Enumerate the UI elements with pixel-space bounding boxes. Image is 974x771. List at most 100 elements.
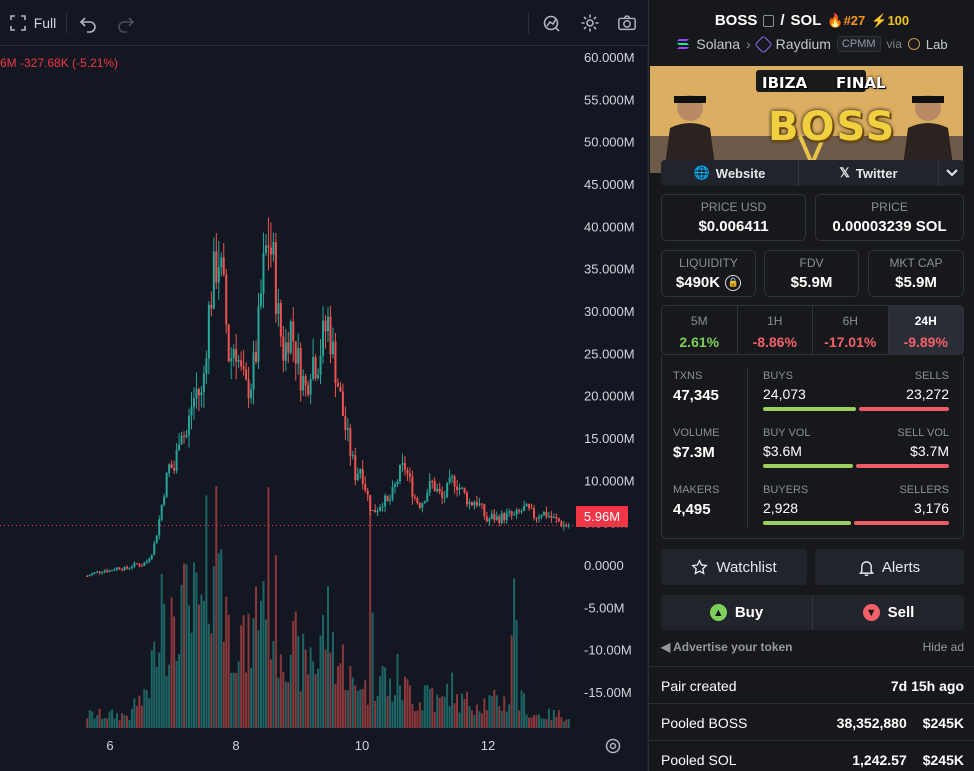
alerts-button[interactable]: Alerts (815, 549, 964, 585)
volume-bar (473, 714, 476, 728)
volume-bar (297, 636, 300, 728)
candle-body (319, 355, 322, 375)
pair-info-panel: BOSS / SOL 🔥#27 ⚡100 Solana › Raydium CP… (648, 0, 974, 771)
candle-body (227, 324, 230, 362)
candle-body (565, 525, 568, 527)
boost-badge[interactable]: ⚡100 (871, 12, 910, 28)
watchlist-button[interactable]: Watchlist (661, 549, 807, 585)
candle-body (339, 386, 342, 392)
candle-body (336, 382, 339, 387)
volume-bar (406, 679, 409, 728)
candle-body (374, 510, 377, 513)
advertise-link[interactable]: ◀ Advertise your token (661, 640, 793, 654)
chart-panel[interactable]: 60.000M 55.000M 50.000M 45.000M 40.000M 35.00… (0, 0, 648, 771)
sell-button[interactable]: ▼ Sell (813, 595, 964, 630)
candle-body (384, 495, 387, 507)
candle-body (451, 476, 454, 478)
volume-bar (567, 719, 570, 728)
candle-body (96, 571, 99, 573)
screenshot-button[interactable] (614, 11, 640, 35)
candle-body (101, 572, 104, 574)
candle-body (140, 565, 143, 567)
dex-name[interactable]: Raydium (775, 36, 831, 52)
lock-icon[interactable]: 🔒 (725, 274, 742, 291)
volume-bar (180, 584, 183, 728)
candle-body (359, 469, 362, 474)
volume-bar (488, 695, 491, 728)
chain-name[interactable]: Solana (696, 36, 740, 52)
volume-bar (245, 672, 248, 728)
volume-bar (255, 586, 258, 728)
volume-bar (232, 672, 235, 728)
volume-bar (493, 689, 496, 728)
raydium-icon (753, 34, 773, 54)
candle-body (173, 468, 176, 471)
liquidity-box: LIQUIDITY $490K 🔒 (661, 250, 756, 297)
fullscreen-button[interactable]: Full (6, 11, 58, 35)
buy-sell-vol-stat: BUY VOL SELL VOL $3.6M $3.7M (763, 427, 949, 468)
tab-24h[interactable]: 24H -9.89% (888, 306, 963, 354)
volume-bar (530, 717, 533, 728)
hide-ad-link[interactable]: Hide ad (922, 640, 964, 654)
candle-body (468, 502, 471, 505)
volume-bar (485, 710, 488, 728)
candle-body (133, 562, 136, 567)
volume-value: $7.3M (673, 444, 715, 461)
buy-button[interactable]: ▲ Buy (661, 595, 813, 630)
candle-body (448, 477, 451, 483)
via-source[interactable]: Lab (925, 36, 948, 52)
chart-settings-button[interactable] (578, 11, 602, 35)
volume-bar (317, 668, 320, 728)
tab-1h[interactable]: 1H -8.86% (738, 306, 813, 354)
candle-body (118, 567, 121, 570)
axis-settings-button[interactable] (603, 736, 623, 756)
candle-body (523, 506, 526, 512)
more-links-button[interactable] (939, 160, 964, 186)
x-icon: 𝕏 (839, 165, 850, 180)
candle-body (188, 415, 191, 435)
pair-slash: / (780, 12, 785, 29)
indicators-button[interactable] (540, 11, 564, 35)
volume-bar (86, 718, 89, 728)
candle-body (143, 562, 146, 566)
twitter-link[interactable]: 𝕏 Twitter (799, 160, 939, 186)
volume-bar (555, 716, 558, 728)
tab-5m[interactable]: 5M 2.61% (662, 306, 738, 354)
sellers-label: SELLERS (899, 484, 949, 496)
solana-icon (677, 39, 690, 49)
volume-bar (451, 672, 454, 728)
tab-label: 5M (690, 314, 708, 328)
volume-bar (374, 700, 377, 728)
y-tick-label: -5.00M (584, 600, 624, 615)
candle-body (128, 567, 131, 569)
volume-bar (480, 713, 483, 728)
trending-rank-badge[interactable]: 🔥#27 (827, 12, 866, 28)
redo-button[interactable] (114, 11, 138, 35)
undo-button[interactable] (76, 11, 100, 35)
copy-icon[interactable] (763, 14, 775, 27)
candle-body (245, 369, 248, 380)
candle-body (503, 513, 506, 521)
volume-bar (202, 600, 205, 728)
makers-stat: MAKERS 4,495 (673, 484, 719, 518)
volume-bar (299, 691, 302, 728)
candle-body (537, 517, 540, 519)
y-tick-label: 50.000M (584, 135, 635, 150)
candle-body (106, 570, 109, 573)
candle-body (235, 348, 238, 362)
website-link[interactable]: 🌐 Website (661, 160, 799, 186)
candle-body (550, 516, 553, 518)
volume-bar (396, 654, 399, 728)
candle-body (284, 342, 287, 361)
buyers-sellers-bar (763, 521, 949, 525)
volume-bar (513, 578, 516, 728)
candle-body (247, 379, 250, 399)
tab-6h[interactable]: 6H -17.01% (813, 306, 889, 354)
volume-bar (91, 711, 94, 728)
candle-body (555, 516, 558, 519)
price-chart[interactable]: 60.000M 55.000M 50.000M 45.000M 40.000M 35.00… (0, 0, 648, 771)
volume-bar (113, 718, 116, 728)
candle-body (416, 498, 419, 504)
volume-bar (217, 553, 220, 728)
pooled-base-usd: $245K (922, 715, 964, 731)
